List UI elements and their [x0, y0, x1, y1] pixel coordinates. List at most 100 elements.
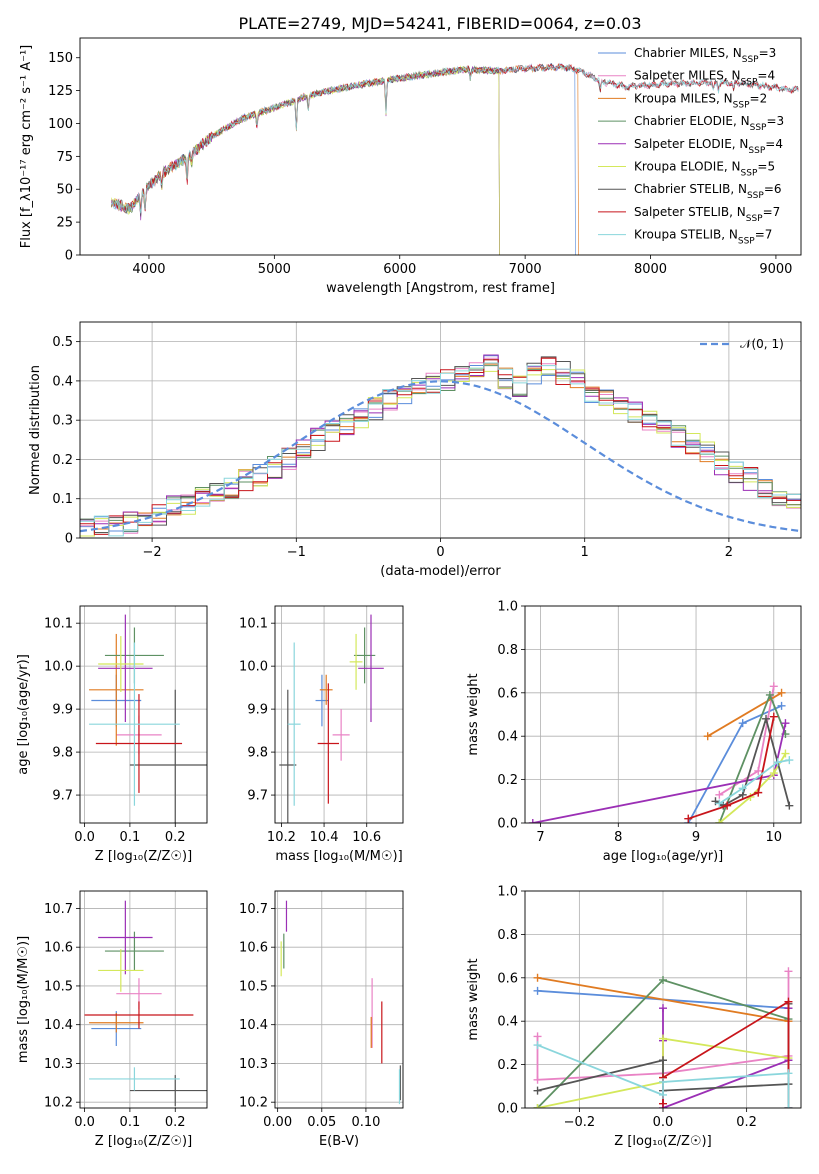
weight-marker-kroupa-stelib [784, 1069, 793, 1078]
y-tick-label: 100 [48, 117, 73, 132]
x-tick-label: 6000 [383, 262, 416, 277]
weight-marker-kroupa-elodie [781, 749, 790, 758]
y-tick-label: 10.7 [239, 902, 268, 917]
weight-marker-chabrier-miles [777, 701, 786, 710]
spectrum-line-salpeter-stelib [111, 63, 799, 214]
weight-marker-salpeter-miles [533, 1075, 542, 1084]
x-axis-label: Z [log₁₀(Z/Z☉)] [95, 849, 192, 864]
y-axis-label: Normed distribution [28, 365, 43, 495]
y-tick-label: 0 [65, 532, 73, 547]
x-tick-label: 0.0 [74, 1115, 95, 1130]
x-tick-label: 0.10 [351, 1115, 380, 1130]
histogram-salpeter-elodie [80, 354, 801, 525]
weight-marker-chabrier-elodie [659, 975, 667, 984]
weight-marker-kroupa-stelib [785, 756, 794, 765]
x-tick-label: 9000 [759, 262, 792, 277]
weight-marker-salpeter-miles [769, 682, 778, 691]
y-tick-label: 0.2 [52, 453, 73, 468]
y-tick-label: 10.7 [44, 902, 73, 917]
y-tick-label: 10.3 [44, 1057, 73, 1072]
spectrum-line-kroupa-stelib [110, 62, 799, 214]
weight-marker-kroupa-stelib [533, 1041, 542, 1050]
y-tick-label: 0.6 [497, 971, 518, 986]
x-tick-label: 0.2 [736, 1115, 757, 1130]
spectrum-line-kroupa-elodie [110, 65, 799, 255]
legend-entry-chabrier-stelib: Chabrier STELIB, NSSP=6 [634, 182, 782, 201]
x-tick-label: 8 [614, 830, 622, 845]
y-tick-label: 10.3 [239, 1057, 268, 1072]
x-tick-label: 0.00 [263, 1115, 292, 1130]
y-tick-label: 0.6 [497, 686, 518, 701]
histogram-salpeter-stelib [80, 357, 801, 535]
weight-marker-kroupa-elodie [533, 1104, 542, 1108]
weight-marker-kroupa-elodie [659, 1034, 667, 1043]
axes-frame [274, 890, 404, 1109]
panel-Z-age: 0.0 0.1 0.2 9.7 9.8 9.9 10.0 10.1 Z [log₁₀(Z/Z☉)… [16, 605, 208, 864]
y-axis-label: Flux [f_λ10⁻¹⁷ erg cm⁻² s⁻¹ A⁻¹] [19, 45, 34, 249]
x-tick-label: 5000 [258, 262, 291, 277]
y-tick-label: 25 [56, 216, 73, 231]
x-tick-label: 0.2 [165, 1115, 186, 1130]
weight-marker-kroupa-elodie [715, 819, 724, 823]
weight-marker-kroupa-stelib [659, 1090, 667, 1099]
y-tick-label: 0.8 [497, 928, 518, 943]
x-tick-label: 0.05 [307, 1115, 336, 1130]
plot-area [280, 900, 401, 1105]
x-tick-label: 1 [581, 545, 589, 560]
plot-area [528, 682, 794, 823]
legend-entry-salpeter-miles: Salpeter MILES, NSSP=4 [634, 69, 775, 88]
weight-marker-kroupa-elodie [769, 769, 778, 778]
weight-line-kroupa-miles [707, 692, 783, 737]
legend-entry-kroupa-stelib: Kroupa STELIB, NSSP=7 [634, 228, 772, 247]
weight-marker-chabrier-stelib [762, 714, 771, 723]
x-tick-label: 2 [725, 545, 733, 560]
y-tick-label: 1.0 [497, 885, 518, 900]
y-tick-label: 0 [65, 249, 73, 264]
x-tick-label: 10.4 [310, 830, 339, 845]
weight-line-salpeter-stelib [688, 716, 775, 820]
x-tick-label: 0 [436, 545, 444, 560]
weight-marker-salpeter-elodie [528, 819, 537, 823]
y-tick-label: 10.1 [239, 617, 268, 632]
y-tick-label: 9.8 [247, 746, 268, 761]
x-axis-label: mass [log₁₀(M/M☉)] [275, 849, 402, 864]
x-tick-label: 10.2 [267, 830, 296, 845]
y-tick-label: 10.2 [44, 1096, 73, 1111]
legend-entry-normal: 𝒩(0, 1) [740, 337, 784, 351]
x-tick-label: 0.1 [120, 1115, 141, 1130]
y-tick-label: 50 [56, 183, 73, 198]
legend-entry-kroupa-miles: Kroupa MILES, NSSP=2 [634, 91, 767, 110]
histogram-kroupa-stelib [80, 362, 801, 537]
figure-title: PLATE=2749, MJD=54241, FIBERID=0064, z=0… [238, 14, 641, 33]
y-tick-label: 10.6 [44, 941, 73, 956]
weight-marker-chabrier-stelib [659, 1056, 667, 1065]
weight-marker-chabrier-stelib [533, 1086, 542, 1095]
axes-frame [274, 605, 404, 824]
y-tick-label: 75 [56, 150, 73, 165]
weight-marker-kroupa-stelib [715, 799, 724, 808]
x-tick-label: 7 [536, 830, 544, 845]
weight-marker-salpeter-elodie [659, 1004, 667, 1013]
plot-area [84, 900, 207, 1107]
y-tick-label: 0.4 [497, 1015, 518, 1030]
legend-entry-kroupa-elodie: Kroupa ELODIE, NSSP=5 [634, 160, 775, 179]
plot-area [279, 614, 384, 823]
x-tick-label: −2 [143, 545, 162, 560]
weight-marker-kroupa-miles [533, 973, 542, 982]
normal-curve [80, 380, 801, 533]
weight-marker-salpeter-miles [715, 790, 724, 799]
y-tick-label: 1.0 [497, 600, 518, 615]
y-tick-label: 10.1 [44, 617, 73, 632]
histogram-chabrier-elodie [80, 365, 801, 533]
panel-Z-mass: 0.0 0.1 0.2 10.2 10.3 10.4 10.5 10.6 10.7 Z [log₁… [16, 890, 208, 1149]
weight-line-kroupa-stelib [718, 759, 790, 805]
weight-marker-kroupa-stelib [659, 1077, 667, 1086]
plot-area [110, 62, 799, 255]
weight-marker-salpeter-stelib [723, 801, 732, 810]
x-axis-label: wavelength [Angstrom, rest frame] [326, 281, 555, 296]
x-tick-label: 0.1 [120, 830, 141, 845]
weight-marker-salpeter-stelib [684, 814, 693, 823]
legend-entry-salpeter-elodie: Salpeter ELODIE, NSSP=4 [634, 137, 783, 156]
x-tick-label: 0.0 [74, 830, 95, 845]
